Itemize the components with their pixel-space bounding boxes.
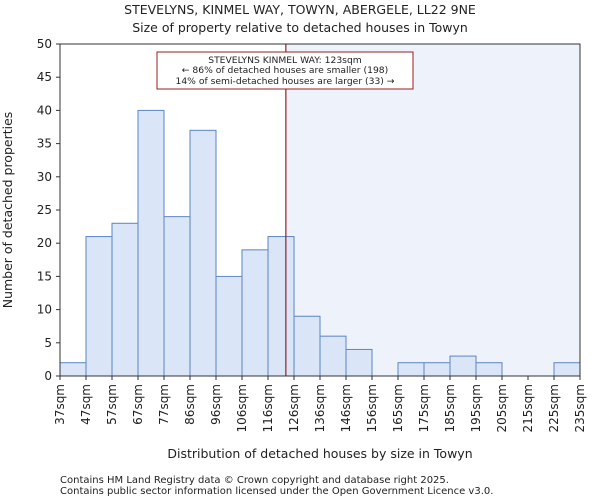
annotation-line-3: 14% of semi-detached houses are larger (…: [175, 76, 394, 87]
y-tick-label: 30: [37, 170, 52, 184]
footer-line-2: Contains public sector information licen…: [60, 486, 493, 497]
x-tick-label: 106sqm: [235, 384, 249, 432]
x-tick-label: 146sqm: [339, 384, 353, 432]
y-tick-label: 15: [37, 269, 52, 283]
bar-37sqm: [59, 362, 87, 377]
bar-86sqm: [189, 129, 217, 377]
x-tick-label: 136sqm: [313, 384, 327, 432]
x-tick-label: 205sqm: [495, 384, 509, 432]
x-axis-ticks: 37sqm 47sqm 57sqm 67sqm 77sqm 86sqm 96sqm 106sq…: [53, 376, 587, 432]
annotation-box: [156, 51, 414, 90]
y-tick-label: 45: [37, 70, 52, 84]
x-tick-label: 185sqm: [443, 384, 457, 432]
x-axis-label: Distribution of detached houses by size …: [167, 446, 472, 461]
x-tick-label: 77sqm: [157, 384, 171, 425]
x-tick-label: 67sqm: [131, 384, 145, 425]
footer-line-1: Contains HM Land Registry data © Crown c…: [60, 475, 449, 486]
bar-57sqm: [111, 222, 139, 377]
bar-47sqm: [85, 236, 113, 377]
y-axis-ticks: 0 5 10 15 20 25 30 35 40 45 50: [37, 37, 60, 383]
x-tick-label: 116sqm: [261, 384, 275, 432]
bar-136sqm: [319, 335, 347, 377]
bar-165sqm: [397, 362, 425, 377]
chart-subtitle: Size of property relative to detached ho…: [132, 20, 468, 35]
bar-195sqm: [475, 362, 503, 377]
x-tick-label: 215sqm: [521, 384, 535, 432]
bar-146sqm: [345, 348, 373, 377]
bars-group: [59, 109, 581, 377]
x-tick-label: 165sqm: [391, 384, 405, 432]
annotation-line-2: ← 86% of detached houses are smaller (19…: [182, 65, 388, 76]
x-tick-label: 86sqm: [183, 384, 197, 425]
x-tick-label: 225sqm: [547, 384, 561, 432]
y-tick-label: 25: [37, 203, 52, 217]
y-tick-label: 5: [44, 336, 52, 350]
bar-96sqm: [215, 275, 243, 377]
marker-annotation: STEVELYNS KINMEL WAY: 123sqm ← 86% of de…: [156, 51, 414, 90]
x-tick-label: 235sqm: [573, 384, 587, 432]
y-tick-label: 10: [37, 303, 52, 317]
x-tick-label: 57sqm: [105, 384, 119, 425]
x-tick-label: 195sqm: [469, 384, 483, 432]
bar-106sqm: [241, 249, 269, 377]
y-tick-label: 40: [37, 103, 52, 117]
y-tick-label: 50: [37, 37, 52, 51]
y-axis-label: Number of detached properties: [0, 112, 15, 309]
bar-116sqm: [267, 236, 295, 377]
y-tick-label: 0: [44, 369, 52, 383]
bar-126sqm: [293, 315, 321, 377]
y-tick-label: 35: [37, 137, 52, 151]
x-tick-label: 47sqm: [79, 384, 93, 425]
bar-175sqm: [423, 362, 451, 377]
x-tick-label: 126sqm: [287, 384, 301, 432]
chart-title: STEVELYNS, KINMEL WAY, TOWYN, ABERGELE, …: [124, 2, 476, 17]
y-tick-label: 20: [37, 236, 52, 250]
bar-67sqm: [137, 109, 165, 377]
x-tick-label: 175sqm: [417, 384, 431, 432]
x-tick-label: 96sqm: [209, 384, 223, 425]
larger-properties-shaded-region: [285, 44, 580, 376]
x-tick-label: 37sqm: [53, 384, 67, 425]
x-tick-label: 156sqm: [365, 384, 379, 432]
bar-77sqm: [163, 216, 191, 377]
bar-225sqm: [553, 362, 581, 377]
annotation-line-1: STEVELYNS KINMEL WAY: 123sqm: [208, 55, 362, 66]
bar-185sqm: [449, 355, 477, 377]
